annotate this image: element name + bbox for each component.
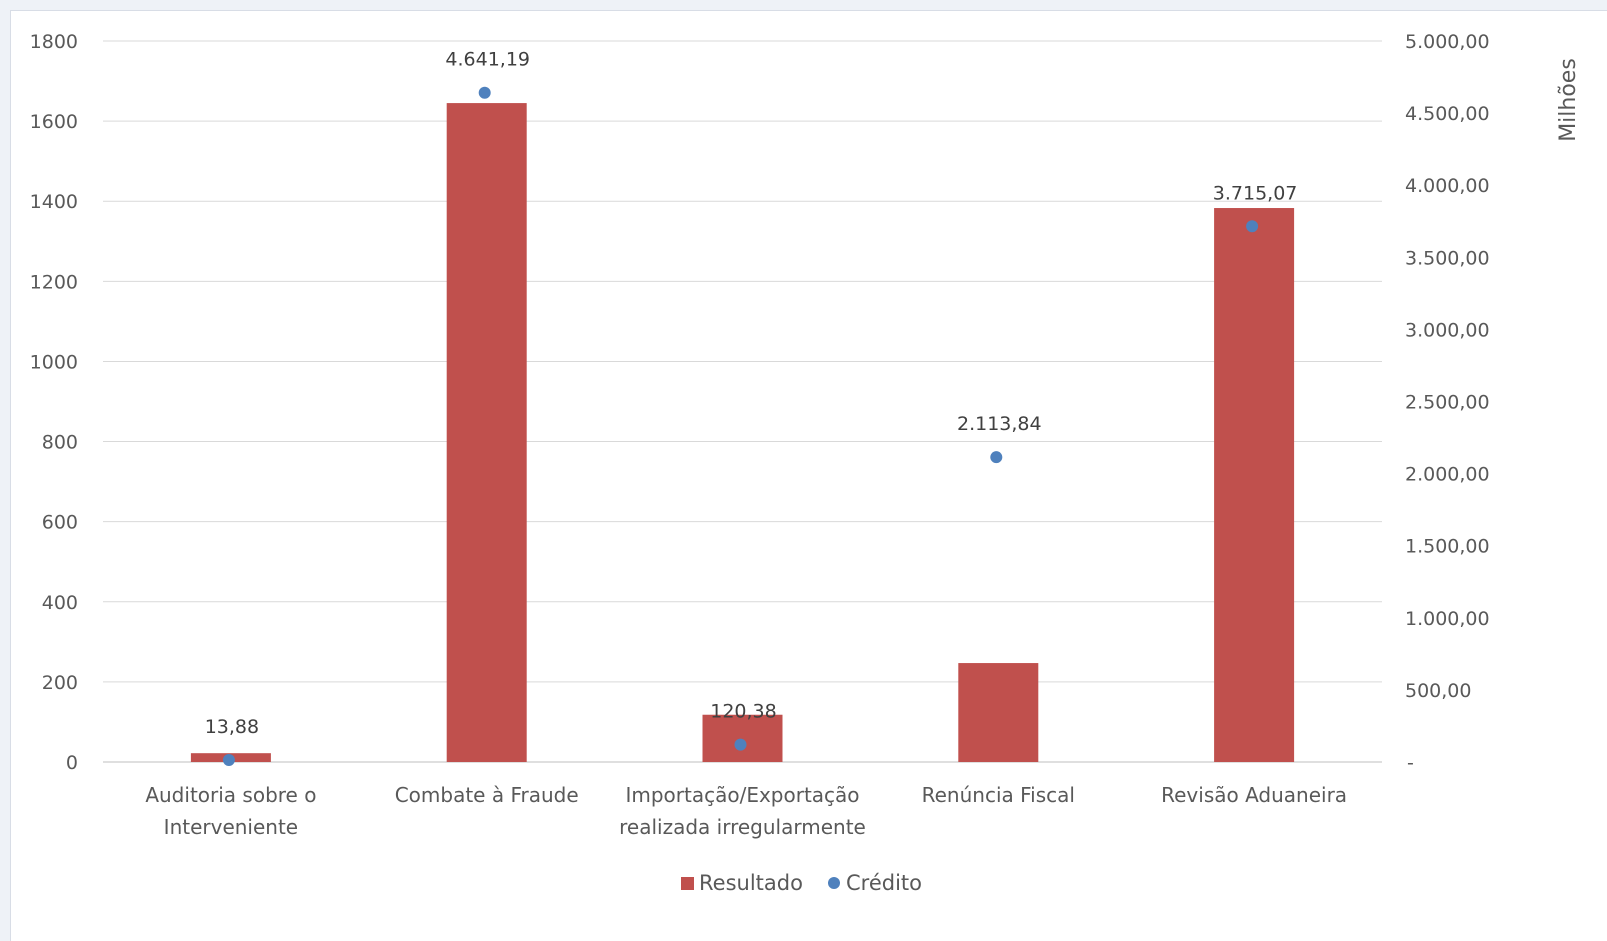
category-label: Auditoria sobre o	[145, 783, 316, 807]
legend-resultado-label: Resultado	[699, 871, 803, 895]
credito-data-label: 13,88	[205, 716, 259, 738]
category-label: Revisão Aduaneira	[1161, 783, 1347, 807]
credito-points	[222, 86, 1259, 766]
category-label: Interveniente	[164, 815, 298, 839]
credito-point	[990, 451, 1003, 464]
chart-frame	[10, 10, 1607, 941]
credito-point	[222, 753, 235, 766]
right-tick-label: 3.500,00	[1405, 247, 1490, 269]
left-tick-label: 400	[42, 592, 78, 614]
credito-data-label: 120,38	[710, 701, 776, 723]
gridlines	[103, 40, 1382, 763]
left-tick-label: 1600	[30, 111, 78, 133]
resultado-bar	[1214, 208, 1295, 762]
category-label: realizada irregularmente	[619, 815, 866, 839]
legend: Resultado Crédito	[681, 871, 922, 895]
left-tick-label: 800	[42, 432, 78, 454]
category-label: Importação/Exportação	[625, 783, 859, 807]
resultado-bar	[958, 663, 1039, 762]
left-tick-label: 1400	[30, 191, 78, 213]
right-tick-label: 4.000,00	[1405, 175, 1490, 197]
right-tick-label: -	[1407, 752, 1414, 774]
resultado-bars	[190, 103, 1295, 762]
right-tick-label: 1.000,00	[1405, 608, 1490, 630]
left-tick-label: 0	[66, 752, 78, 774]
legend-resultado-swatch	[681, 877, 694, 890]
credito-data-label: 4.641,19	[445, 49, 530, 71]
right-tick-label: 2.500,00	[1405, 392, 1490, 414]
right-tick-label: 4.500,00	[1405, 103, 1490, 125]
left-tick-label: 1000	[30, 351, 78, 373]
category-labels: Auditoria sobre o Interveniente Combate à …	[145, 783, 1347, 839]
resultado-bar	[446, 103, 527, 762]
left-tick-label: 600	[42, 512, 78, 534]
right-tick-label: 2.000,00	[1405, 464, 1490, 486]
left-axis-ticks: 1800 1600 1400 1200 1000 800 600 400 200 0	[30, 31, 78, 774]
left-tick-label: 1800	[30, 31, 78, 53]
credito-point	[478, 86, 491, 99]
right-tick-label: 3.000,00	[1405, 319, 1490, 341]
credito-point	[734, 738, 747, 751]
category-label: Renúncia Fiscal	[922, 783, 1075, 807]
right-axis-ticks: 5.000,00 4.500,00 4.000,00 3.500,00 3.000,00…	[1405, 31, 1490, 774]
data-labels: 13,88 4.641,19 120,38 2.113,84 3.715,07	[205, 49, 1298, 738]
credito-point	[1246, 220, 1259, 233]
legend-credito-label: Crédito	[846, 871, 922, 895]
legend-credito-marker	[828, 877, 840, 889]
right-tick-label: 5.000,00	[1405, 31, 1490, 53]
left-tick-label: 1200	[30, 271, 78, 293]
right-axis-title: Milhões	[1556, 58, 1581, 142]
credito-data-label: 3.715,07	[1213, 182, 1298, 204]
right-tick-label: 500,00	[1405, 680, 1471, 702]
left-tick-label: 200	[42, 672, 78, 694]
right-tick-label: 1.500,00	[1405, 536, 1490, 558]
resultado-bar	[702, 714, 783, 762]
category-label: Combate à Fraude	[395, 783, 579, 807]
credito-data-label: 2.113,84	[957, 413, 1042, 435]
